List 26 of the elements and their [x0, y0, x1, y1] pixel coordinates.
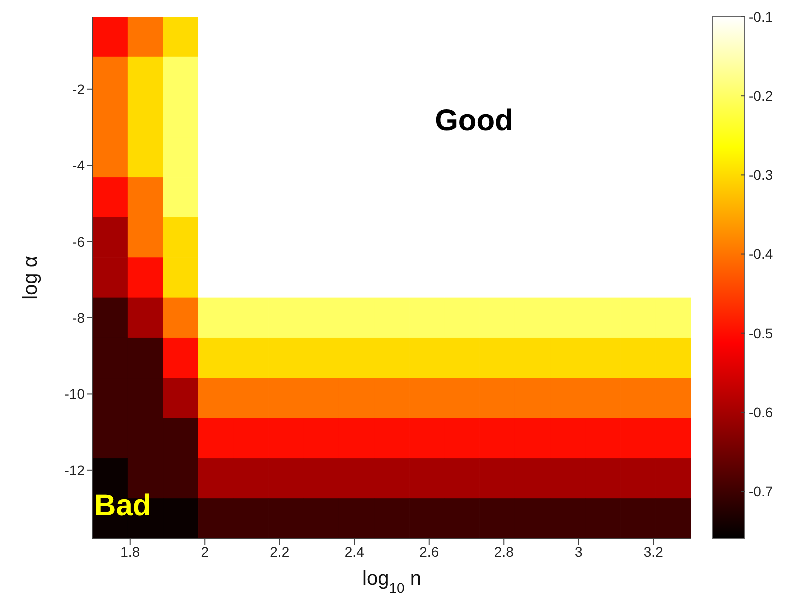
x-tick-label: 3	[574, 544, 583, 560]
x-tick-label: 2.8	[494, 544, 514, 560]
y-tick-label: -12	[64, 462, 86, 478]
y-tick-label: -10	[64, 386, 86, 402]
x-tick-label: 3.2	[644, 544, 664, 560]
color-bar-label: -0.3	[749, 167, 774, 184]
y-tick-label: -8	[72, 310, 86, 326]
y-tick-label: -6	[72, 234, 86, 250]
color-bar-label: -0.6	[749, 404, 774, 420]
x-tick-label: 1.8	[120, 544, 140, 560]
x-axis-title: log$_{10}$ n	[362, 568, 422, 596]
colorbar: -0.7 -0.6 -0.5 -0.4 -0.3 -0.2 -0.1	[705, 0, 794, 600]
x-tick-label: 2.6	[420, 544, 440, 560]
annotation: Good	[435, 104, 514, 138]
color-bar-label: -0.7	[749, 483, 774, 500]
y-axis-title: log α	[20, 256, 42, 300]
color-bar-label: -0.5	[749, 325, 774, 342]
annotation: Bad	[94, 489, 152, 522]
color-bar-label: -0.2	[749, 88, 774, 104]
color-bar-label: -0.4	[749, 246, 774, 262]
y-tick-label: -2	[72, 81, 86, 98]
y-tick-label: -4	[72, 158, 86, 174]
x-tick-label: 2.4	[344, 544, 365, 560]
x-tick-label: 2.2	[270, 544, 290, 560]
color-bar-label: -0.1	[749, 8, 774, 25]
x-tick-label: 2	[201, 544, 210, 560]
